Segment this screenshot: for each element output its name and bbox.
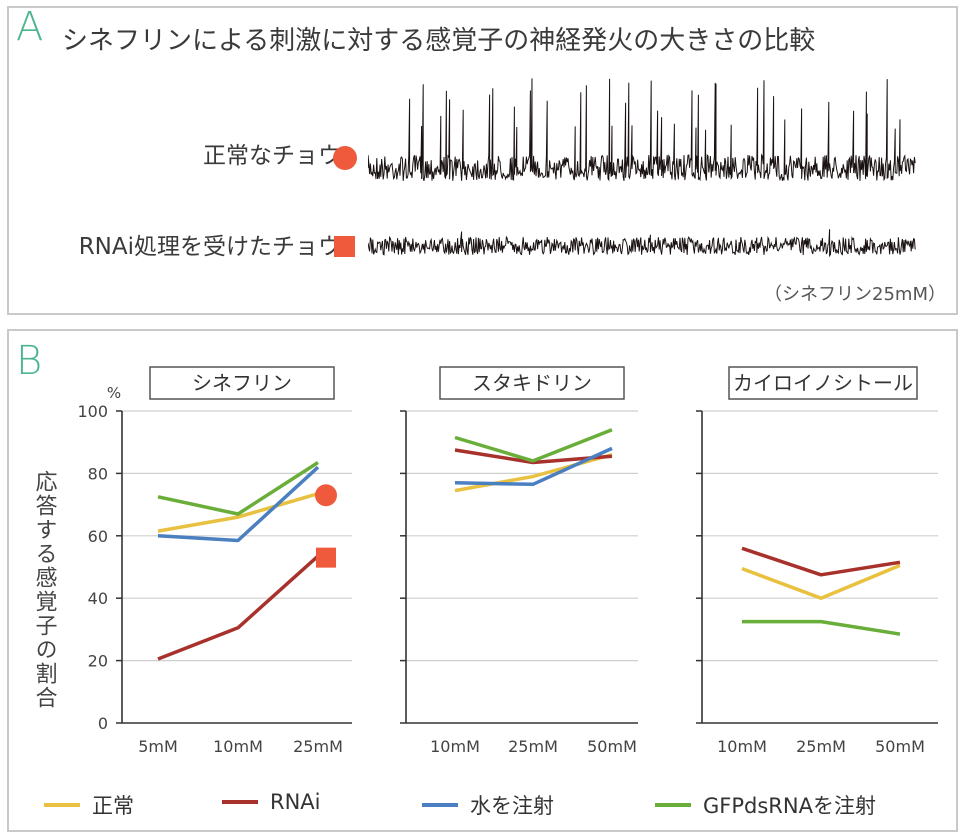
chart-title: カイロイノシトール (733, 371, 913, 395)
legend-swatch (655, 803, 691, 807)
concentration-note: （シネフリン25mM） (764, 284, 946, 305)
y-axis-label: 応答する感覚子の割合 (32, 470, 58, 710)
panel-b-letter: B (16, 338, 43, 384)
trace-label-normal: 正常なチョウ (203, 143, 341, 169)
y-tick-label: 80 (88, 464, 108, 483)
legend-item: RNAi (222, 790, 321, 814)
x-tick-label: 10mM (213, 737, 263, 756)
legend-label: 水を注射 (470, 794, 554, 818)
chart-title-box (439, 366, 625, 400)
legend: 正常 RNAi 水を注射 GFPdsRNAを注射 (44, 790, 944, 820)
y-tick-label: 100 (77, 402, 108, 421)
x-tick-label: 10mM (717, 737, 767, 756)
series-line (157, 465, 320, 543)
chart-1: シネフリン 0 20 40 60 80 100 5mM 10mM 25mM (77, 366, 352, 756)
panel-a-letter: A (16, 4, 44, 50)
legend-label: GFPdsRNAを注射 (703, 794, 876, 818)
chart-title-box (728, 366, 918, 400)
series-line (741, 546, 901, 577)
series-line (454, 428, 613, 463)
y-tick-label: 0 (98, 714, 108, 733)
series-line (454, 446, 613, 487)
x-tick-label: 25mM (293, 737, 343, 756)
trace-label-rnai: RNAi処理を受けたチョウ (78, 234, 341, 260)
series-line (157, 461, 319, 516)
series-line (157, 492, 319, 533)
legend-swatch (422, 803, 458, 807)
y-tick-label: 60 (88, 527, 108, 546)
legend-swatch (44, 803, 80, 807)
chart-title-box (149, 366, 335, 400)
square-marker-icon (334, 236, 355, 257)
trace-normal (368, 78, 916, 182)
series-line (157, 554, 320, 661)
legend-item: 正常 (44, 790, 134, 820)
legend-item: 水を注射 (422, 790, 554, 820)
y-tick-label: 40 (88, 589, 108, 608)
legend-label: 正常 (92, 794, 134, 818)
x-tick-label: 50mM (587, 737, 637, 756)
y-tick-label: 20 (88, 652, 108, 671)
legend-item: GFPdsRNAを注射 (655, 790, 876, 820)
chart-title: スタキドリン (472, 371, 592, 395)
series-line (742, 619, 901, 636)
x-tick-label: 50mM (875, 737, 925, 756)
chart-3: カイロイノシトール 10mM 25mM 50mM (696, 366, 938, 756)
legend-swatch (222, 800, 258, 804)
legend-label: RNAi (270, 790, 321, 814)
chart-2: スタキドリン 10mM 25mM 50mM (400, 366, 638, 756)
square-marker (316, 547, 336, 568)
panel-a-title: シネフリンによる刺激に対する感覚子の神経発火の大きさの比較 (62, 26, 816, 56)
y-unit-label: % (107, 384, 121, 402)
neural-traces (368, 78, 916, 258)
series-line (741, 563, 901, 600)
x-tick-label: 10mM (430, 737, 480, 756)
trace-rnai (368, 229, 916, 258)
circle-marker-icon (333, 146, 357, 170)
x-tick-label: 5mM (138, 737, 178, 756)
circle-marker (315, 484, 337, 507)
chart-title: シネフリン (192, 371, 292, 395)
x-tick-label: 25mM (796, 737, 846, 756)
panel-b (7, 329, 958, 832)
x-tick-label: 25mM (508, 737, 558, 756)
